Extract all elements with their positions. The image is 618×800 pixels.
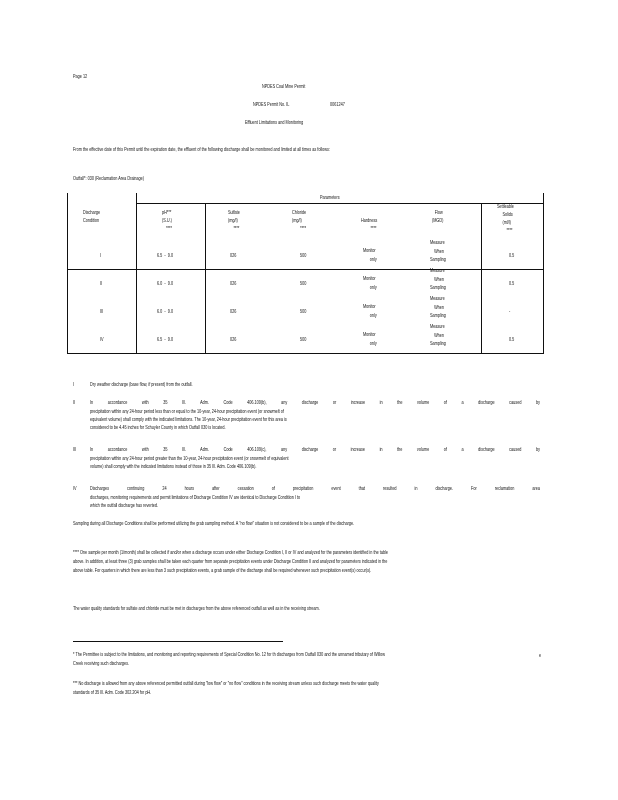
sampling-note: Sampling during all Discharge Conditions… bbox=[73, 521, 355, 527]
cell-condition: I bbox=[100, 253, 102, 259]
condition-text: Discharges continuing 24 hours after ces… bbox=[90, 486, 540, 492]
cell-condition: IV bbox=[100, 337, 104, 343]
parameters-header: Parameters bbox=[320, 195, 340, 201]
table-border bbox=[67, 193, 68, 354]
cell-hardness: Monitor only bbox=[363, 304, 377, 319]
cell-condition: III bbox=[100, 309, 104, 315]
header-condition: Discharge Condition bbox=[83, 210, 101, 224]
stray-character: e bbox=[539, 653, 542, 659]
table-border bbox=[136, 193, 137, 354]
cell-ph: 6.5 - 9.0 bbox=[157, 253, 174, 259]
cell-ph: 6.0 - 9.0 bbox=[157, 309, 174, 315]
footnote-2: *** No discharge is allowed from any abo… bbox=[73, 681, 379, 696]
condition-text: In accordance with 35 Ill. Adm. Code 406… bbox=[90, 447, 540, 453]
cell-condition: II bbox=[100, 281, 103, 287]
cell-settleable: - bbox=[509, 309, 511, 315]
document-title: NPDES Coal Mine Permit bbox=[262, 84, 306, 90]
condition-text-continued: discharges, monitoring requirements and … bbox=[90, 495, 301, 509]
table-border bbox=[67, 269, 544, 270]
cell-flow: Measure When Sampling bbox=[430, 324, 446, 347]
cell-flow: Measure When Sampling bbox=[430, 240, 446, 263]
condition-label: II bbox=[73, 400, 76, 406]
cell-chloride: 500 bbox=[300, 281, 307, 287]
cell-sulfate: 026 bbox=[230, 281, 237, 287]
cell-hardness: Monitor only bbox=[363, 276, 377, 291]
footnote-1: * The Permittee is subject to the limita… bbox=[73, 652, 386, 667]
water-quality-note: The water quality standards for sulfate … bbox=[73, 606, 320, 612]
table-border bbox=[67, 353, 544, 354]
header-ph: pH*** (S.U.) **** bbox=[162, 210, 173, 232]
condition-text: Dry weather discharge (base flow, if pre… bbox=[90, 382, 193, 388]
cell-chloride: 500 bbox=[300, 337, 307, 343]
table-border bbox=[543, 193, 544, 354]
cell-ph: 6.0 - 9.0 bbox=[157, 281, 174, 287]
condition-label: I bbox=[73, 382, 75, 388]
section-title: Effluent Limitations and Monitoring bbox=[245, 120, 304, 126]
condition-text-continued: precipitation within any 24-hour period … bbox=[90, 456, 289, 470]
table-border bbox=[205, 203, 206, 354]
condition-text-continued: precipitation within any 24-hour period … bbox=[90, 409, 287, 431]
condition-label: III bbox=[73, 447, 77, 453]
header-sulfate: Sulfate (mg/l) **** bbox=[228, 210, 240, 232]
cell-settleable: 0.5 bbox=[509, 253, 515, 259]
cell-flow: Measure When Sampling bbox=[430, 268, 446, 291]
cell-sulfate: 026 bbox=[230, 253, 237, 259]
header-chloride: Chloride (mg/l) **** bbox=[292, 210, 307, 232]
permit-label: NPDES Permit No. IL bbox=[253, 102, 290, 108]
intro-paragraph: From the effective date of this Permit u… bbox=[73, 147, 330, 153]
cell-sulfate: 026 bbox=[230, 309, 237, 315]
footnote-divider bbox=[73, 641, 283, 642]
cell-settleable: 0.5 bbox=[509, 281, 515, 287]
table-border bbox=[481, 203, 482, 354]
condition-text: In accordance with 35 Ill. Adm. Code 406… bbox=[90, 400, 540, 406]
cell-settleable: 0.5 bbox=[509, 337, 515, 343]
cell-chloride: 500 bbox=[300, 253, 307, 259]
header-flow: Flow (MGD) bbox=[432, 210, 444, 224]
cell-flow: Measure When Sampling bbox=[430, 296, 446, 319]
header-hardness: Hardness **** bbox=[361, 218, 378, 232]
condition-label: IV bbox=[73, 486, 77, 492]
outfall-label: Outfall*: 030 (Reclamation Area Drainage… bbox=[73, 176, 145, 182]
table-border bbox=[136, 203, 543, 204]
monitoring-note: **** One sample per month (1/month) shal… bbox=[73, 550, 389, 574]
header-settleable: Settleable Solids (ml/l) **** bbox=[497, 204, 514, 234]
cell-ph: 6.5 - 9.0 bbox=[157, 337, 174, 343]
permit-number: 0061247 bbox=[330, 102, 345, 108]
cell-chloride: 500 bbox=[300, 309, 307, 315]
page-number: Page 12 bbox=[73, 74, 88, 80]
cell-hardness: Monitor only bbox=[363, 248, 377, 263]
cell-hardness: Monitor only bbox=[363, 332, 377, 347]
cell-sulfate: 026 bbox=[230, 337, 237, 343]
